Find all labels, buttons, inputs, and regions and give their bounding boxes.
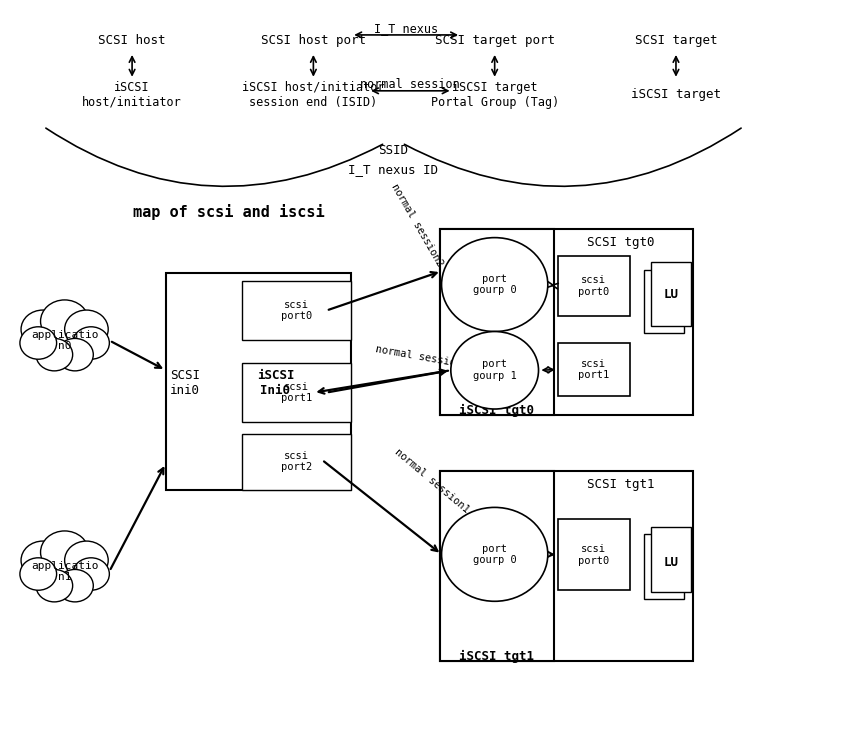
Circle shape [64, 541, 108, 580]
Bar [440, 229, 693, 415]
Circle shape [442, 238, 548, 331]
Bar [242, 434, 351, 489]
Bar [242, 280, 351, 340]
Bar [651, 527, 691, 592]
Text: iSCSI target
Portal Group (Tag): iSCSI target Portal Group (Tag) [431, 81, 559, 108]
Circle shape [57, 338, 93, 371]
Text: scsi
port2: scsi port2 [281, 451, 312, 473]
Bar [242, 363, 351, 423]
Text: applicatio
n0: applicatio n0 [31, 330, 98, 352]
Text: iSCSI
Ini0: iSCSI Ini0 [256, 369, 294, 397]
Text: I_T nexus: I_T nexus [374, 22, 438, 35]
Text: iSCSI host/initiator
session end (ISID): iSCSI host/initiator session end (ISID) [242, 81, 385, 108]
Text: SCSI host port: SCSI host port [261, 34, 365, 47]
Text: SCSI tgt1: SCSI tgt1 [587, 478, 655, 491]
Text: scsi
port0: scsi port0 [578, 275, 609, 297]
Text: SCSI host: SCSI host [98, 34, 166, 47]
Bar [440, 229, 553, 415]
Circle shape [41, 531, 89, 574]
Text: SSID: SSID [378, 144, 409, 157]
Text: SCSI tgt0: SCSI tgt0 [587, 236, 655, 249]
Text: iSCSI
host/initiator: iSCSI host/initiator [82, 81, 182, 108]
Text: normal session0: normal session0 [375, 344, 470, 370]
Text: I_T nexus ID: I_T nexus ID [349, 162, 438, 176]
Text: normal session2: normal session2 [390, 183, 445, 269]
Text: LU: LU [663, 556, 678, 569]
Circle shape [41, 300, 89, 343]
Circle shape [36, 338, 73, 371]
Text: iSCSI tgt0: iSCSI tgt0 [459, 404, 534, 417]
Circle shape [73, 327, 109, 359]
Text: port
gourp 1: port gourp 1 [473, 360, 517, 381]
Circle shape [73, 558, 109, 590]
Circle shape [20, 327, 57, 359]
Circle shape [442, 507, 548, 601]
Text: port
gourp 0: port gourp 0 [473, 544, 517, 565]
Text: iSCSI target: iSCSI target [631, 88, 721, 101]
Text: normal session1: normal session1 [393, 447, 471, 515]
Text: LU: LU [663, 288, 678, 301]
Bar [440, 471, 693, 661]
Circle shape [21, 541, 64, 580]
Text: SCSI target port: SCSI target port [435, 34, 555, 47]
Bar [166, 274, 351, 489]
Circle shape [64, 310, 108, 349]
Circle shape [36, 569, 73, 602]
Text: scsi
port1: scsi port1 [578, 359, 609, 380]
Text: iSCSI tgt1: iSCSI tgt1 [459, 650, 534, 663]
Text: normal session: normal session [360, 79, 460, 91]
Bar [644, 270, 684, 333]
Text: scsi
port0: scsi port0 [578, 544, 609, 565]
Bar [558, 519, 629, 590]
Text: port
gourp 0: port gourp 0 [473, 274, 517, 295]
Text: SCSI target: SCSI target [634, 34, 717, 47]
Text: map of scsi and iscsi: map of scsi and iscsi [134, 203, 325, 220]
Bar [440, 471, 553, 661]
Text: applicatio
n1: applicatio n1 [31, 561, 98, 582]
Circle shape [20, 558, 57, 590]
Bar [558, 257, 629, 316]
Bar [651, 263, 691, 325]
Text: scsi
port1: scsi port1 [281, 381, 312, 403]
Text: scsi
port0: scsi port0 [281, 300, 312, 322]
Circle shape [57, 569, 93, 602]
Circle shape [21, 310, 64, 349]
Bar [644, 534, 684, 599]
Circle shape [451, 331, 539, 409]
Bar [558, 343, 629, 396]
Text: SCSI
ini0: SCSI ini0 [170, 369, 201, 397]
